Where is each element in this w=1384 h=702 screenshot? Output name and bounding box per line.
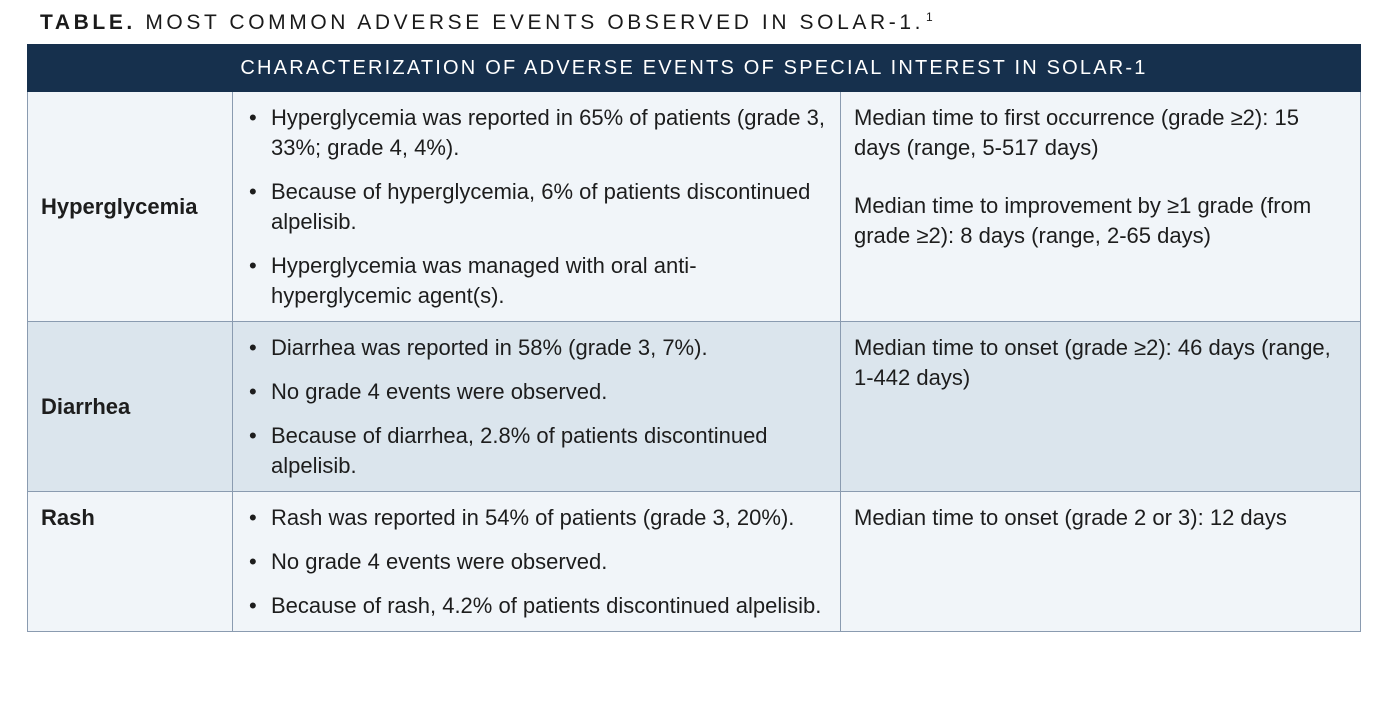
bullet-item: Rash was reported in 54% of patients (gr… (247, 503, 826, 533)
table-row-diarrhea: Diarrhea Diarrhea was reported in 58% (g… (27, 321, 1362, 492)
table-header: CHARACTERIZATION OF ADVERSE EVENTS OF SP… (26, 44, 1362, 92)
row-term: Hyperglycemia (27, 91, 233, 322)
bullet-item: Hyperglycemia was managed with oral anti… (247, 251, 826, 311)
note-item: Median time to improvement by ≥1 grade (… (854, 193, 1312, 248)
caption-label: TABLE. (40, 11, 136, 34)
adverse-events-table: CHARACTERIZATION OF ADVERSE EVENTS OF SP… (26, 44, 1362, 632)
row-bullets: Diarrhea was reported in 58% (grade 3, 7… (232, 321, 841, 492)
table-row-rash: Rash Rash was reported in 54% of patient… (27, 491, 1362, 632)
row-notes: Median time to onset (grade ≥2): 46 days… (839, 321, 1362, 492)
bullet-item: Because of hyperglycemia, 6% of patients… (247, 177, 826, 237)
table-row-hyperglycemia: Hyperglycemia Hyperglycemia was reported… (27, 91, 1362, 322)
table-caption: TABLE. MOST COMMON ADVERSE EVENTS OBSERV… (40, 10, 933, 35)
note-item: Median time to onset (grade ≥2): 46 days… (854, 335, 1331, 390)
row-bullets: Rash was reported in 54% of patients (gr… (232, 491, 841, 632)
bullet-item: No grade 4 events were observed. (247, 377, 826, 407)
caption-reference: 1 (926, 10, 933, 24)
caption-title: MOST COMMON ADVERSE EVENTS OBSERVED IN S… (145, 11, 925, 34)
bullet-item: No grade 4 events were observed. (247, 547, 826, 577)
row-notes: Median time to first occurrence (grade ≥… (839, 91, 1362, 322)
row-term: Rash (27, 491, 233, 632)
bullet-item: Diarrhea was reported in 58% (grade 3, 7… (247, 333, 826, 363)
row-notes: Median time to onset (grade 2 or 3): 12 … (839, 491, 1362, 632)
bullet-item: Because of rash, 4.2% of patients discon… (247, 591, 826, 621)
bullet-item: Hyperglycemia was reported in 65% of pat… (247, 103, 826, 163)
note-item: Median time to onset (grade 2 or 3): 12 … (854, 505, 1287, 530)
bullet-item: Because of diarrhea, 2.8% of patients di… (247, 421, 826, 481)
note-item: Median time to first occurrence (grade ≥… (854, 105, 1299, 160)
row-bullets: Hyperglycemia was reported in 65% of pat… (232, 91, 841, 322)
row-term: Diarrhea (27, 321, 233, 492)
